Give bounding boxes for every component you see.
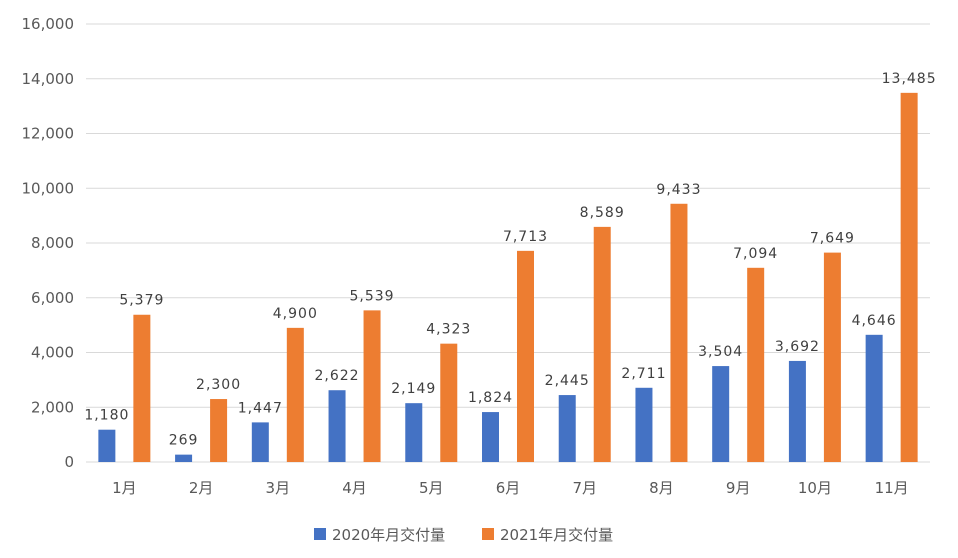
y-axis-ticks: 0 2,000 4,000 6,000 8,000 10,000 12,000 14,000 1… [22,15,75,471]
y-tick-label: 0 [64,453,74,471]
x-category-label: 1月 [112,479,137,497]
bar-2020-1 [98,429,116,462]
x-category-label: 4月 [342,479,367,497]
x-category-label: 5月 [419,479,444,497]
bar-2021-5 [440,343,458,462]
data-label-2021-8: 9,433 [656,182,701,198]
bar-2020-6 [482,412,499,462]
y-tick-label: 12,000 [22,125,75,143]
legend-swatch-2020 [314,528,326,540]
data-label-2021-6: 7,713 [503,229,548,245]
legend-label-2020: 2020年月交付量 [332,526,445,544]
bar-2020-7 [558,395,576,462]
bar-2021-4 [363,310,381,462]
bar-2020-5 [405,403,423,462]
data-label-2020-8: 2,711 [621,366,666,382]
x-category-label: 9月 [726,479,751,497]
bar-2021-7 [593,226,611,462]
x-category-label: 11月 [875,479,909,497]
bar-2020-4 [328,390,346,462]
data-label-2021-7: 8,589 [580,205,625,221]
y-tick-label: 8,000 [31,234,74,252]
bar-2021-10 [823,252,841,462]
data-labels: 1,180 5,379 269 2,300 1,447 4,900 2,622 5,539 2,… [84,71,937,449]
data-label-2021-4: 5,539 [349,288,394,304]
x-category-label: 2月 [189,479,214,497]
bar-2020-10 [788,360,806,462]
data-label-2020-7: 2,445 [545,373,590,389]
y-tick-label: 4,000 [31,344,74,362]
y-tick-label: 14,000 [22,70,75,88]
data-label-2020-10: 3,692 [775,339,820,355]
data-label-2020-4: 2,622 [314,368,359,384]
x-category-label: 3月 [266,479,291,497]
data-label-2020-3: 1,447 [238,400,283,416]
data-label-2020-5: 2,149 [391,381,436,397]
data-label-2020-11: 4,646 [852,313,897,329]
bar-2021-9 [747,267,765,462]
legend: 2020年月交付量 2021年月交付量 [314,526,613,544]
data-label-2021-9: 7,094 [733,246,778,262]
data-label-2020-6: 1,824 [468,390,513,406]
legend-swatch-2021 [482,528,494,540]
y-tick-label: 6,000 [31,289,74,307]
data-label-2021-3: 4,900 [273,306,318,322]
x-category-label: 7月 [572,479,597,497]
y-tick-label: 16,000 [22,15,75,33]
bar-2020-8 [635,387,653,462]
data-label-2020-9: 3,504 [698,344,743,360]
bar-2020-3 [251,422,269,462]
bar-2021-3 [286,327,304,462]
bar-2020-9 [712,366,730,462]
bar-2020-2 [175,454,193,462]
y-tick-label: 2,000 [31,398,74,416]
x-axis-categories: 1月 2月 3月 4月 5月 6月 7月 8月 9月 10月 11月 [112,479,909,497]
y-tick-label: 10,000 [22,179,75,197]
data-label-2021-1: 5,379 [119,293,164,309]
bar-2021-11 [900,92,918,463]
data-label-2021-2: 2,300 [196,377,241,393]
data-label-2021-11: 13,485 [882,71,937,87]
bar-2021-1 [133,314,151,462]
data-label-2020-2: 269 [169,433,199,449]
data-label-2020-1: 1,180 [84,408,129,424]
bars [98,92,918,463]
x-category-label: 8月 [649,479,674,497]
data-label-2021-10: 7,649 [810,231,855,247]
x-category-label: 6月 [496,479,521,497]
bar-2020-11 [865,334,883,462]
bar-2021-8 [670,203,688,463]
data-label-2021-5: 4,323 [426,322,471,338]
x-category-label: 10月 [798,479,832,497]
bar-2021-6 [517,250,534,462]
legend-label-2021: 2021年月交付量 [500,526,613,544]
bar-2021-2 [210,399,228,462]
